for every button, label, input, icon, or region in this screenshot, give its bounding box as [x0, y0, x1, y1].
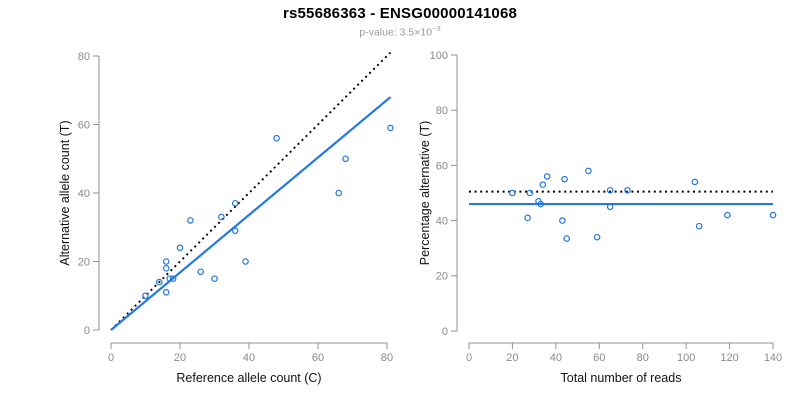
data-point — [624, 186, 631, 194]
data-point — [231, 199, 239, 207]
data-point — [691, 178, 699, 186]
x-tick-label: 80 — [637, 352, 649, 364]
left-plot-ylabel: Alternative allele count (T) — [58, 120, 72, 265]
pvalue-text: p-value: 3.5×10 — [359, 26, 433, 39]
left-plot: 0 20 40 60 80 0 20 40 60 80 Reference allele coun… — [58, 51, 394, 385]
data-point — [593, 233, 601, 241]
x-tick-label: 60 — [593, 352, 605, 364]
data-point — [162, 265, 170, 272]
x-tick-label: 0 — [108, 352, 114, 364]
data-point — [387, 124, 394, 132]
right-plot: 0 20 40 60 80 100 0 20 40 60 80 100 120 140 Total num… — [418, 50, 782, 385]
data-point — [156, 278, 163, 286]
data-point — [606, 186, 614, 194]
data-point — [543, 173, 551, 180]
x-tick-label: 20 — [506, 352, 518, 364]
y-tick-label: 40 — [436, 215, 448, 227]
data-point — [176, 244, 184, 252]
x-tick-label: 40 — [550, 352, 562, 364]
data-point — [166, 275, 173, 282]
data-point — [537, 200, 544, 208]
right-plot-xlabel: Total number of reads — [561, 371, 682, 385]
y-tick-label: 0 — [84, 325, 90, 337]
identity-line — [110, 51, 392, 331]
chart-title: rs55686363 - ENSG00000141068 — [282, 5, 518, 22]
data-point — [539, 181, 547, 189]
y-tick-label: 20 — [436, 271, 448, 283]
data-point — [162, 289, 170, 296]
data-point — [585, 167, 592, 175]
data-point — [162, 258, 170, 265]
data-point — [169, 275, 177, 282]
data-point — [273, 134, 280, 142]
y-tick-label: 0 — [442, 326, 448, 338]
y-tick-label: 80 — [78, 51, 90, 63]
data-point — [559, 217, 566, 224]
data-point — [769, 211, 777, 219]
x-tick-label: 40 — [243, 352, 255, 364]
data-point — [724, 211, 731, 219]
y-tick-label: 40 — [78, 188, 90, 200]
data-point — [231, 227, 239, 234]
y-tick-label: 60 — [78, 119, 90, 131]
data-point — [218, 213, 225, 221]
x-tick-label: 80 — [381, 352, 393, 364]
x-tick-label: 120 — [720, 352, 738, 364]
data-point — [187, 217, 194, 224]
data-point — [242, 258, 249, 265]
y-tick-label: 80 — [436, 105, 448, 117]
data-point — [335, 189, 343, 197]
left-plot-dynamic: 0 20 40 60 80 0 20 40 60 80 — [78, 51, 394, 364]
data-point — [197, 268, 205, 276]
data-point — [526, 189, 534, 197]
right-plot-ylabel: Percentage alternative (T) — [418, 121, 432, 266]
data-point — [563, 235, 571, 242]
data-point — [606, 203, 614, 211]
y-tick-label: 20 — [78, 256, 90, 268]
x-tick-label: 0 — [466, 352, 472, 364]
fit-line — [110, 96, 392, 331]
x-tick-label: 140 — [764, 352, 782, 364]
data-point — [695, 222, 703, 230]
right-plot-dynamic: 0 20 40 60 80 100 0 20 40 60 80 100 120 140 — [430, 50, 783, 364]
x-tick-label: 100 — [677, 352, 695, 364]
x-tick-label: 20 — [174, 352, 186, 364]
data-point — [142, 292, 149, 300]
data-point — [524, 214, 531, 222]
data-point — [211, 275, 218, 282]
y-tick-label: 60 — [436, 160, 448, 172]
pvalue-exponent: −3 — [432, 24, 441, 33]
y-tick-label: 100 — [430, 50, 448, 62]
data-point — [561, 175, 568, 183]
data-point — [342, 155, 349, 163]
chart-subtitle: p-value: 3.5×10−3 — [0, 24, 800, 39]
left-plot-xlabel: Reference allele count (C) — [176, 371, 321, 385]
x-tick-label: 60 — [312, 352, 324, 364]
data-point — [509, 189, 516, 197]
